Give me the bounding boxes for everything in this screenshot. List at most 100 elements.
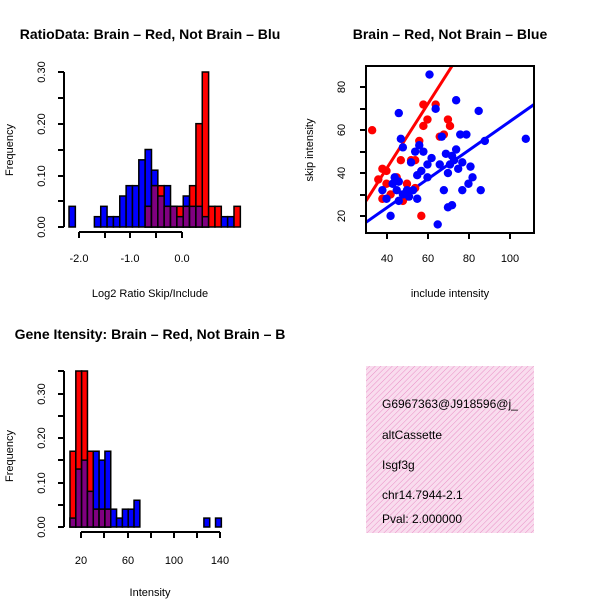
ratio-y-tick-label: 0.10 (36, 165, 48, 186)
not-brain-point (466, 162, 475, 171)
not-brain-bar (133, 499, 141, 528)
not-brain-point (410, 147, 420, 156)
not-brain-point (449, 156, 459, 165)
overlap-bar (195, 205, 204, 228)
overlap-bar (86, 490, 95, 528)
not-brain-bar (220, 215, 229, 228)
ratio-histogram-axes: -2.0 -1.0 0.0 0.00 0.10 0.20 0.30 (36, 61, 190, 265)
intensity-histogram-title: Gene Itensity: Brain – Red, Not Brain – … (15, 326, 286, 342)
brain-bar (233, 205, 242, 228)
not-brain-bar (203, 517, 211, 528)
scatter-axes: 40 60 80 100 20 40 60 80 (336, 81, 519, 265)
brain-point (443, 115, 453, 124)
scatter-marks (366, 66, 534, 229)
not-brain-point (392, 185, 401, 195)
overlap-bar (69, 517, 77, 528)
not-brain-point (404, 192, 414, 201)
not-brain-point (415, 141, 424, 150)
not-brain-bar (110, 508, 118, 528)
brain-point (417, 211, 426, 221)
not-brain-point (408, 185, 418, 195)
scatter-x-tick-label: 80 (463, 253, 475, 265)
scatter-x-tick-label: 60 (422, 253, 434, 265)
brain-bar (201, 71, 210, 228)
not-brain-bar (112, 215, 121, 228)
scatter-xlabel: include intensity (411, 288, 490, 300)
ratio-histogram-xlabel: Log2 Ratio Skip/Include (92, 288, 208, 300)
ratio-x-tick-label: -1.0 (121, 253, 140, 265)
intensity-histogram-ylabel: Frequency (4, 430, 16, 482)
not-brain-point (458, 185, 467, 195)
ratio-histogram-bars (68, 71, 242, 228)
not-brain-point (451, 96, 461, 105)
not-brain-bar (119, 195, 127, 228)
not-brain-bar (214, 517, 223, 528)
not-brain-point (394, 196, 403, 206)
ratio-y-tick-label: 0.00 (36, 216, 48, 237)
brain-point (382, 179, 391, 188)
not-brain-bar (106, 215, 115, 228)
scatter-ylabel: skip intensity (304, 118, 316, 181)
not-brain-point (451, 145, 461, 154)
brain-point (419, 100, 428, 109)
location-text: chr14.7944-2.1 (382, 488, 463, 502)
not-brain-bar (127, 508, 135, 528)
overlap-bar (182, 205, 191, 228)
not-brain-point (453, 164, 463, 173)
scatter-title: Brain – Red, Not Brain – Blue (353, 26, 548, 42)
intensity-histogram: Gene Itensity: Brain – Red, Not Brain – … (4, 326, 285, 599)
event-type-text: altCassette (382, 428, 442, 442)
scatter-y-tick-label: 80 (336, 81, 348, 93)
not-brain-point (419, 147, 428, 156)
intensity-histogram-bars (69, 370, 223, 528)
not-brain-point (427, 153, 436, 163)
not-brain-point (398, 143, 408, 152)
info-panel: G6967363@J918596@j_ altCassette Isgf3g c… (366, 366, 534, 533)
intensity-y-tick-label: 0.10 (36, 472, 48, 493)
not-brain-point (433, 220, 442, 229)
not-brain-bar (68, 205, 77, 228)
brain-point (423, 115, 432, 124)
intensity-y-tick-label: 0.30 (36, 383, 48, 404)
not-brain-point (435, 160, 444, 169)
ratio-histogram-title: RatioData: Brain – Red, Not Brain – Blu (20, 26, 281, 42)
not-brain-point (423, 160, 432, 169)
info-panel-background (366, 366, 534, 533)
intensity-x-tick-label: 20 (75, 555, 87, 567)
brain-bar (207, 205, 216, 228)
brain-point (382, 166, 391, 176)
not-brain-point (464, 179, 473, 188)
not-brain-bar (125, 184, 134, 228)
not-brain-bar (131, 184, 140, 228)
not-brain-point (447, 200, 457, 210)
not-brain-point (386, 211, 395, 221)
overlap-bar (176, 215, 184, 228)
overlap-bar (98, 508, 106, 528)
not-brain-point (437, 132, 447, 141)
intensity-x-tick-label: 60 (122, 555, 134, 567)
brain-bar (214, 205, 223, 228)
gene-name-text: Isgf3g (382, 458, 415, 472)
not-brain-point (458, 158, 467, 167)
intensity-x-tick-label: 140 (211, 555, 229, 567)
scatter-plot-box (365, 65, 535, 234)
ratio-y-tick-label: 0.30 (36, 61, 48, 82)
intensity-scatter: Brain – Red, Not Brain – Blue include in… (304, 26, 547, 300)
intensity-histogram-xlabel: Intensity (130, 587, 171, 599)
overlap-bar (201, 215, 210, 228)
not-brain-bar (99, 205, 108, 228)
overlap-bar (150, 184, 159, 228)
intensity-histogram-axes: 20 60 100 140 0.00 0.10 0.20 0.30 (36, 370, 229, 567)
ratio-x-tick-label: 0.0 (174, 253, 189, 265)
intensity-x-tick-label: 100 (165, 555, 183, 567)
brain-point (402, 179, 412, 188)
ratio-histogram: RatioData: Brain – Red, Not Brain – Blu … (4, 26, 280, 300)
not-brain-point (394, 108, 403, 118)
probe-id-text: G6967363@J918596@j_ (382, 397, 518, 411)
not-brain-point (394, 177, 403, 186)
not-brain-point (474, 106, 483, 116)
overlap-bar (157, 195, 165, 228)
scatter-y-tick-label: 60 (336, 124, 348, 136)
brain-bar (69, 450, 77, 528)
